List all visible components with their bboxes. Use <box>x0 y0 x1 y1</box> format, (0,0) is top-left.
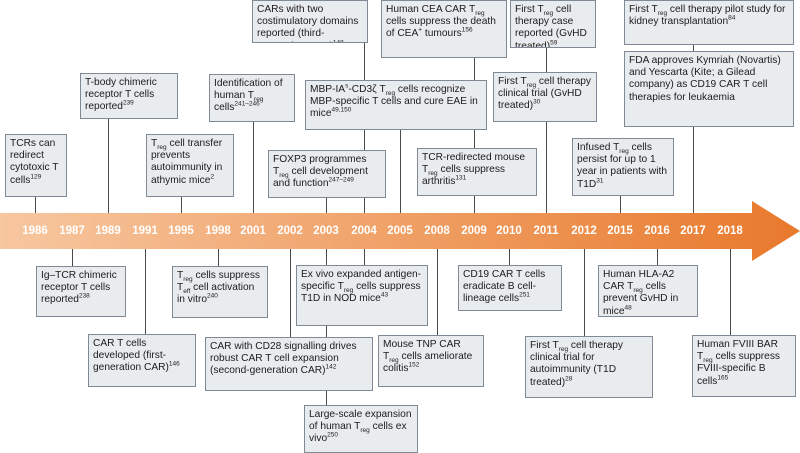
event-box-tcrs-redirect: TCRs can redirect cytotoxic T cells129 <box>5 134 67 197</box>
connector-line-large-scale-expansion <box>326 249 327 405</box>
connector-line-treg-transfer <box>181 197 182 213</box>
year-label-1989: 1989 <box>95 225 121 237</box>
connector-line-hla-a2-car <box>657 249 658 265</box>
connector-line-identification-treg <box>253 122 254 213</box>
event-box-ex-vivo-expanded: Ex vivo expanded antigen-specific Treg c… <box>296 265 428 326</box>
event-box-mouse-tnp-car: Mouse TNP CAR Treg cells ameliorate coli… <box>378 335 484 387</box>
connector-line-ex-vivo-expanded <box>364 249 365 265</box>
connector-line-tcrs-redirect <box>35 197 36 213</box>
year-label-2018: 2018 <box>717 225 743 237</box>
event-box-first-treg-autoimmunity: First Treg cell therapy clinical trial f… <box>525 336 653 398</box>
event-box-cd28-second-gen: CAR with CD28 signalling drives robust C… <box>205 337 373 391</box>
year-label-1991: 1991 <box>132 225 158 237</box>
year-label-2012: 2012 <box>571 225 597 237</box>
year-label-2004: 2004 <box>351 225 377 237</box>
event-box-treg-transfer: Treg cell transfer prevents autoimmunity… <box>146 134 234 197</box>
connector-line-first-treg-trial-gvhd <box>546 122 547 213</box>
year-label-2002: 2002 <box>277 225 303 237</box>
connector-line-car-first-gen <box>145 249 146 334</box>
event-box-infused-treg-persist: Infused Treg cells persist for up to 1 y… <box>572 138 674 196</box>
event-box-fviii-bar: Human FVIII BAR Treg cells suppress FVII… <box>692 335 796 397</box>
connector-line-treg-suppress-teff <box>218 249 219 266</box>
event-box-tcr-redirected-mouse: TCR-redirected mouse Treg cells suppress… <box>417 148 537 196</box>
event-box-treg-suppress-teff: Treg cells suppress Teff cell activation… <box>172 266 268 318</box>
year-label-2009: 2009 <box>461 225 487 237</box>
year-label-2010: 2010 <box>496 225 522 237</box>
event-box-human-cea-car: Human CEA CAR Treg cells suppress the de… <box>381 0 507 58</box>
year-label-1986: 1986 <box>22 225 48 237</box>
connector-line-tcr-redirected-mouse <box>474 196 475 213</box>
connector-line-fviii-bar <box>730 249 731 335</box>
event-box-cd19-car-eradicate: CD19 CAR T cells eradicate B cell-lineag… <box>458 265 562 311</box>
event-box-kidney-pilot: First Treg cell therapy pilot study for … <box>624 0 794 45</box>
connector-line-foxp3 <box>326 198 327 213</box>
year-label-2016: 2016 <box>644 225 670 237</box>
event-box-identification-treg: Identification of human Treg cells241–24… <box>209 74 295 122</box>
connector-line-infused-treg-persist <box>620 196 621 213</box>
event-box-first-treg-case: First Treg cell therapy case reported (G… <box>510 0 596 48</box>
event-box-first-treg-trial-gvhd: First Treg cell therapy clinical trial (… <box>493 72 597 122</box>
year-label-2008: 2008 <box>424 225 450 237</box>
connector-line-human-cea-car <box>474 58 475 213</box>
year-label-2003: 2003 <box>313 225 339 237</box>
year-label-2005: 2005 <box>387 225 413 237</box>
connector-line-cd19-car-eradicate <box>509 249 510 265</box>
connector-line-t-body <box>108 119 109 213</box>
event-box-fda-approves: FDA approves Kymriah (Novartis) and Yesc… <box>624 51 794 127</box>
event-box-car-first-gen: CAR T cells developed (first-generation … <box>88 334 196 387</box>
connector-line-cd28-second-gen <box>290 249 291 337</box>
connector-line-ig-tcr <box>72 249 73 266</box>
event-box-foxp3: FOXP3 programmes Treg cell development a… <box>268 150 386 198</box>
event-box-cars-two-costim: CARs with two costimulatory domains repo… <box>252 0 368 43</box>
connector-line-mouse-tnp-car <box>437 249 438 335</box>
year-label-2017: 2017 <box>680 225 706 237</box>
connector-line-mbp-cd3 <box>400 130 401 213</box>
event-box-ig-tcr: Ig–TCR chimeric receptor T cells reporte… <box>36 266 126 317</box>
event-box-hla-a2-car: Human HLA-A2 CAR Treg cells prevent GvHD… <box>598 265 698 317</box>
connector-line-fda-approves <box>693 127 694 213</box>
year-label-2011: 2011 <box>533 225 559 237</box>
year-label-1998: 1998 <box>205 225 231 237</box>
year-label-2001: 2001 <box>240 225 266 237</box>
year-label-1987: 1987 <box>59 225 85 237</box>
event-box-mbp-cd3: MBP-IAs-CD3ζ Treg cells recognize MBP-sp… <box>305 80 487 130</box>
connector-line-first-treg-autoimmunity <box>584 249 585 336</box>
timeline-arrow-shape <box>0 201 800 261</box>
event-box-large-scale-expansion: Large-scale expansion of human Treg cell… <box>304 405 418 453</box>
year-label-2015: 2015 <box>607 225 633 237</box>
year-label-1995: 1995 <box>168 225 194 237</box>
event-box-t-body: T-body chimeric receptor T cells reporte… <box>80 73 178 119</box>
